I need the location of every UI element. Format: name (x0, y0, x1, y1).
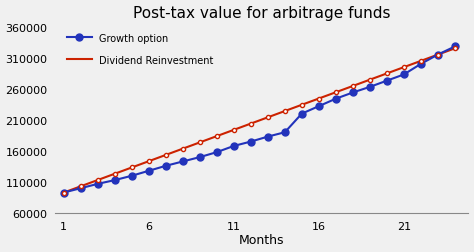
Legend: Growth option, Dividend Reinvestment: Growth option, Dividend Reinvestment (64, 31, 217, 69)
Growth option (333, 98, 339, 101)
Dividend Reinvestment (292, 106, 298, 109)
Growth option (61, 191, 67, 194)
Growth option (231, 145, 237, 148)
Growth option (265, 136, 271, 139)
Growth option (350, 91, 356, 94)
Growth option (180, 160, 186, 163)
Growth option (282, 131, 288, 134)
Dividend Reinvestment (294, 106, 300, 109)
Title: Post-tax value for arbitrage funds: Post-tax value for arbitrage funds (133, 6, 391, 20)
Growth option (197, 156, 203, 159)
Growth option (299, 113, 305, 116)
Growth option (452, 46, 458, 49)
X-axis label: Months: Months (239, 234, 284, 246)
Growth option (214, 151, 219, 154)
Dividend Reinvestment (452, 48, 458, 51)
Growth option (112, 179, 118, 182)
Dividend Reinvestment (61, 191, 67, 194)
Growth option (435, 54, 441, 57)
Dividend Reinvestment (301, 103, 306, 106)
Growth option (384, 80, 390, 83)
Dividend Reinvestment (391, 70, 396, 73)
Dividend Reinvestment (415, 61, 421, 64)
Growth option (129, 175, 135, 178)
Dividend Reinvestment (62, 191, 68, 194)
Growth option (163, 165, 169, 168)
Growth option (316, 105, 322, 108)
Growth option (248, 141, 254, 144)
Line: Growth option: Growth option (60, 44, 458, 196)
Growth option (78, 187, 84, 190)
Growth option (367, 86, 373, 89)
Growth option (418, 63, 424, 66)
Growth option (401, 74, 407, 77)
Growth option (95, 183, 100, 186)
Line: Dividend Reinvestment: Dividend Reinvestment (64, 49, 455, 193)
Growth option (146, 170, 152, 173)
